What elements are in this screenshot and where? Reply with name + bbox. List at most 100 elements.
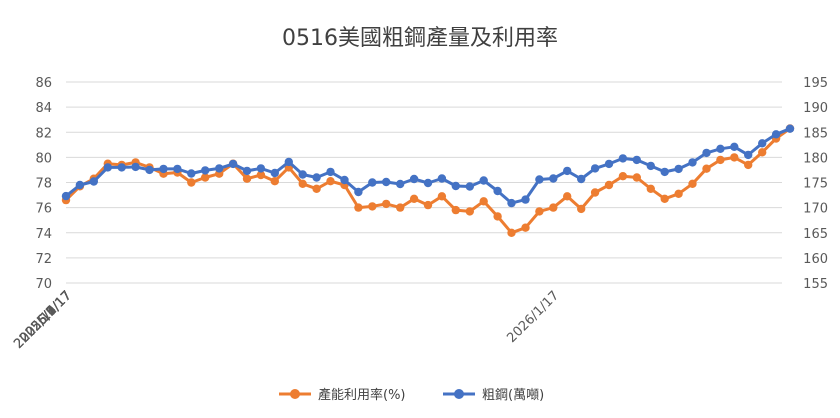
data-point-crude-steel[interactable] [563, 166, 572, 176]
data-point-crude-steel[interactable] [117, 163, 126, 172]
data-point-crude-steel[interactable] [744, 150, 753, 160]
data-point-utilization[interactable] [549, 203, 558, 212]
data-point-utilization[interactable] [563, 192, 572, 201]
data-point-crude-steel[interactable] [507, 198, 516, 208]
data-point-utilization[interactable] [312, 184, 321, 193]
data-point-utilization[interactable] [674, 189, 683, 198]
data-point-utilization[interactable] [423, 200, 433, 210]
data-point-crude-steel[interactable] [145, 165, 154, 175]
data-point-utilization[interactable] [744, 160, 753, 170]
data-point-utilization[interactable] [409, 194, 419, 203]
data-point-crude-steel[interactable] [521, 195, 530, 204]
data-point-utilization[interactable] [242, 174, 252, 183]
data-point-utilization[interactable] [660, 194, 669, 203]
data-point-crude-steel[interactable] [493, 186, 502, 196]
data-point-crude-steel[interactable] [688, 158, 697, 167]
data-point-utilization[interactable] [618, 172, 628, 181]
data-point-crude-steel[interactable] [396, 179, 405, 189]
data-point-crude-steel[interactable] [758, 139, 767, 148]
data-point-crude-steel[interactable] [674, 164, 683, 174]
data-point-utilization[interactable] [479, 197, 488, 206]
data-point-utilization[interactable] [187, 178, 196, 187]
data-point-utilization[interactable] [354, 203, 363, 212]
data-point-crude-steel[interactable] [270, 168, 279, 178]
data-point-utilization[interactable] [437, 192, 447, 201]
data-point-crude-steel[interactable] [785, 124, 795, 133]
data-point-crude-steel[interactable] [632, 155, 641, 165]
data-point-utilization[interactable] [758, 148, 767, 157]
data-point-crude-steel[interactable] [256, 164, 266, 173]
data-point-crude-steel[interactable] [354, 187, 363, 197]
y-left-tick-label: 74 [35, 227, 52, 242]
data-point-crude-steel[interactable] [187, 169, 196, 178]
data-point-crude-steel[interactable] [590, 164, 600, 173]
data-point-utilization[interactable] [201, 173, 210, 182]
data-point-crude-steel[interactable] [577, 174, 586, 184]
data-point-utilization[interactable] [646, 184, 655, 193]
data-point-utilization[interactable] [590, 188, 600, 197]
data-point-crude-steel[interactable] [730, 142, 739, 151]
data-point-crude-steel[interactable] [549, 174, 558, 183]
data-point-utilization[interactable] [368, 202, 377, 211]
data-point-utilization[interactable] [577, 204, 586, 214]
data-point-crude-steel[interactable] [702, 148, 711, 158]
data-point-crude-steel[interactable] [131, 162, 140, 172]
data-point-utilization[interactable] [507, 228, 516, 237]
data-point-crude-steel[interactable] [340, 175, 349, 185]
data-point-crude-steel[interactable] [103, 163, 113, 172]
data-point-crude-steel[interactable] [61, 191, 71, 201]
data-point-utilization[interactable] [270, 177, 279, 186]
data-point-crude-steel[interactable] [382, 177, 391, 187]
data-point-utilization[interactable] [298, 179, 307, 188]
data-point-crude-steel[interactable] [451, 181, 460, 191]
data-point-utilization[interactable] [465, 207, 474, 216]
data-point-crude-steel[interactable] [535, 175, 544, 184]
data-point-crude-steel[interactable] [312, 173, 321, 182]
data-point-crude-steel[interactable] [660, 167, 669, 177]
data-point-utilization[interactable] [632, 173, 641, 182]
data-point-crude-steel[interactable] [75, 180, 85, 190]
data-point-crude-steel[interactable] [437, 174, 447, 183]
data-point-utilization[interactable] [604, 180, 614, 190]
data-point-utilization[interactable] [702, 164, 711, 173]
data-point-crude-steel[interactable] [298, 170, 307, 179]
data-point-utilization[interactable] [521, 223, 530, 232]
data-point-crude-steel[interactable] [326, 167, 335, 177]
data-point-utilization[interactable] [256, 170, 266, 180]
data-point-crude-steel[interactable] [242, 166, 252, 176]
y-right-tick-label: 160 [803, 252, 828, 267]
data-point-utilization[interactable] [326, 177, 335, 186]
data-point-crude-steel[interactable] [646, 161, 655, 171]
data-point-utilization[interactable] [396, 203, 405, 212]
data-point-crude-steel[interactable] [201, 166, 210, 175]
data-point-utilization[interactable] [716, 155, 725, 165]
data-point-crude-steel[interactable] [368, 178, 377, 187]
data-point-utilization[interactable] [382, 199, 391, 209]
data-point-crude-steel[interactable] [215, 164, 224, 173]
data-point-crude-steel[interactable] [465, 182, 474, 191]
y-left-tick-label: 86 [35, 76, 52, 91]
data-point-crude-steel[interactable] [284, 157, 293, 167]
data-point-crude-steel[interactable] [159, 164, 168, 174]
data-point-utilization[interactable] [451, 205, 460, 215]
data-point-crude-steel[interactable] [716, 144, 725, 153]
y-right-tick-label: 175 [803, 177, 828, 192]
data-point-crude-steel[interactable] [479, 176, 488, 185]
data-point-crude-steel[interactable] [618, 154, 628, 163]
data-point-utilization[interactable] [535, 207, 544, 216]
legend-item-crude-steel[interactable]: 粗鋼(萬噸) [443, 388, 544, 403]
data-point-utilization[interactable] [493, 212, 502, 221]
data-point-crude-steel[interactable] [604, 159, 614, 169]
data-point-crude-steel[interactable] [771, 130, 781, 139]
data-point-crude-steel[interactable] [409, 174, 419, 184]
data-point-crude-steel[interactable] [423, 178, 433, 188]
legend-item-utilization[interactable]: 產能利用率(%) [279, 387, 406, 403]
data-point-crude-steel[interactable] [228, 159, 238, 169]
y-right-tick-label: 195 [803, 76, 828, 91]
data-point-crude-steel[interactable] [173, 164, 182, 174]
data-point-utilization[interactable] [730, 153, 739, 162]
data-point-utilization[interactable] [688, 179, 697, 188]
data-point-crude-steel[interactable] [89, 177, 99, 186]
